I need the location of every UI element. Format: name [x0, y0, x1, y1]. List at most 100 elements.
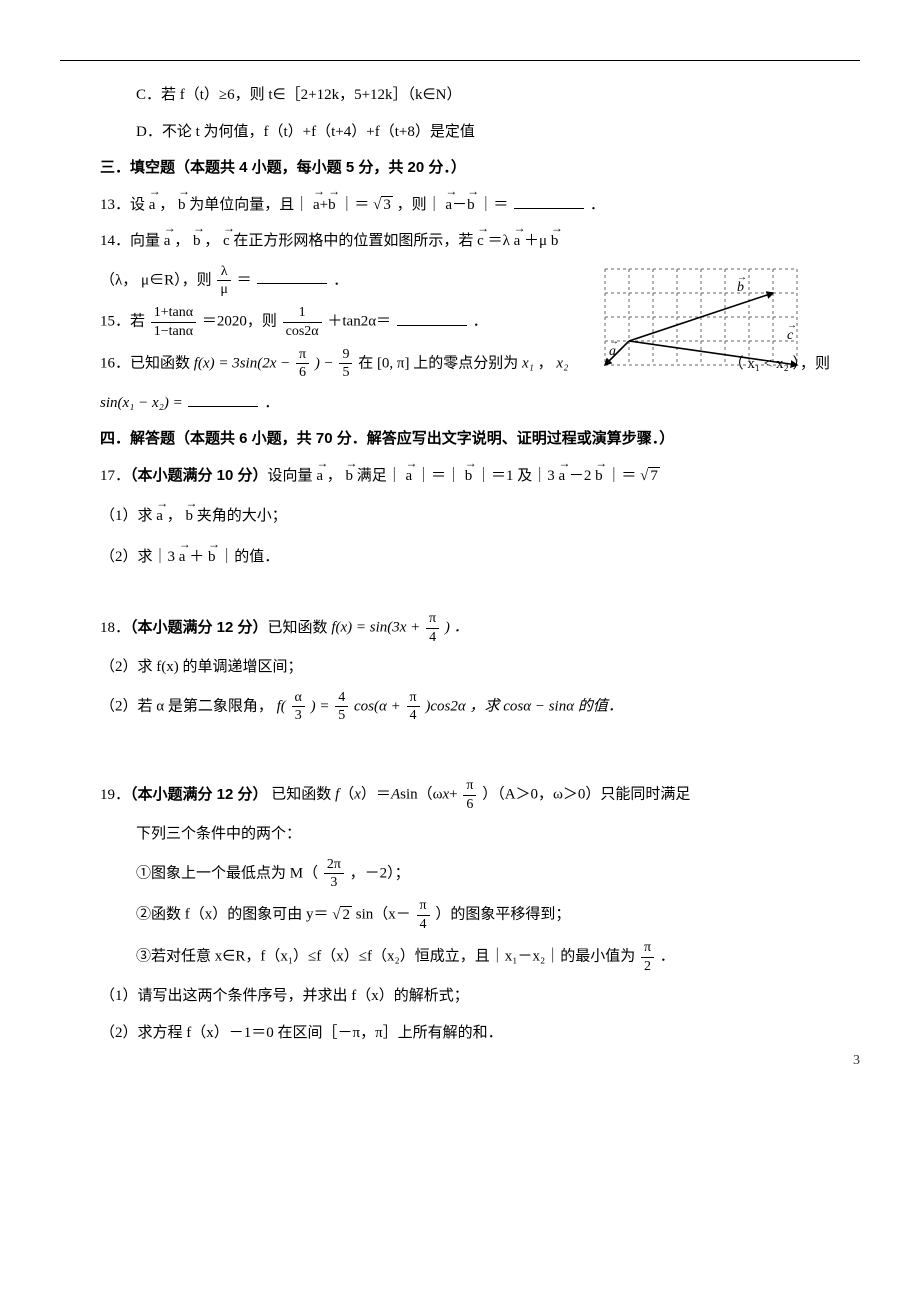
q19-c2-pre: ②函数 f（x）的图象可由 y＝ — [136, 907, 329, 923]
section-3-title: 三．填空题（本题共 4 小题，每小题 5 分，共 20 分．） — [100, 154, 830, 183]
frac-pi4: π 4 — [426, 611, 439, 645]
q19-c3-pre: ③若对任意 x∈R，f（x₁）≤f（x）≤f（x₂）恒成立，且｜x₁－x₂｜的最… — [136, 949, 635, 965]
frac-pi6: π 6 — [296, 347, 309, 381]
q17-sqrt7: 7 — [648, 467, 660, 484]
answer-blank — [397, 310, 467, 326]
q16-line2: sin(x₁ − x₂) = ． — [100, 389, 830, 418]
vec-a-icon: a — [445, 191, 452, 220]
q15-plus: ＋tan2α＝ — [327, 314, 391, 330]
q16-pi6n: π — [296, 347, 309, 364]
q17-head: 17．（本小题满分 10 分）设向量 — [100, 468, 313, 484]
q12-d-text: D．不论 t 为何值，f（t）+f（t+4）+f（t+8）是定值 — [136, 124, 475, 140]
q16-minus: ) − — [315, 355, 338, 371]
q18-pi4n2: π — [407, 690, 420, 707]
q14-m4: ＝λ — [488, 233, 510, 249]
q14-m5: ＋μ — [524, 233, 547, 249]
q17-p2: （2）求｜3 a ＋ b ｜的值． — [100, 543, 830, 572]
q16-95d: 5 — [339, 364, 352, 380]
q19: 19．（本小题满分 12 分） 19．（本小题满分 12 分）已知函数 f（x）… — [100, 778, 830, 812]
q18: 18．（本小题满分 12 分）已知函数 f(x) = sin(3x + π 4 … — [100, 611, 830, 645]
q15-eq1: ＝2020，则 — [202, 314, 277, 330]
sqrt-icon: 3 — [373, 191, 393, 220]
q12-option-c: C．若 f（t）≥6，则 t∈［2+12k，5+12k］（k∈N） — [100, 81, 830, 110]
vec-c-icon: c — [477, 227, 484, 256]
q19-pi4n: π — [417, 898, 430, 915]
q17-p2-pre: （2）求｜3 — [100, 549, 175, 565]
q19-p1-text: （1）请写出这两个条件序号，并求出 f（x）的解析式； — [100, 988, 469, 1004]
q13-m4: ，则｜ — [397, 197, 442, 213]
q18-pi4d2: 4 — [407, 707, 420, 723]
q19-p2-text: （2）求方程 f（x）－1＝0 在区间［－π，π］上所有解的和． — [100, 1025, 503, 1041]
q16-pre: 16．已知函数 — [100, 355, 194, 371]
vec-b-icon: b — [551, 227, 559, 256]
q16-sin: sin(x₁ − x₂) = — [100, 395, 186, 411]
section-4-title-text: 四．解答题（本题共 6 小题，共 70 分．解答应写出文字说明、证明过程或演算步… — [100, 430, 674, 447]
q17-m3: ｜＝｜ — [416, 468, 461, 484]
q19-pi2n: π — [641, 940, 654, 957]
q19-head-text: 已知函数 f（x）＝Asin（ωx+ — [271, 787, 457, 803]
q19-2pi3d: 3 — [324, 874, 344, 890]
vec-a-icon: a — [558, 462, 565, 491]
svg-text:→: → — [787, 320, 797, 331]
vec-b-icon: b — [465, 462, 473, 491]
vec-b-icon: b — [193, 227, 201, 256]
q13-m5: ｜＝ — [478, 197, 508, 213]
q19-pi6d: 6 — [463, 796, 476, 812]
frac-pi6: π 6 — [463, 778, 476, 812]
q19-c2: ②函数 f（x）的图象可由 y＝ 2 sin（x－ π 4 ）的图象平移得到； — [100, 898, 830, 932]
q19-pi2d: 2 — [641, 958, 654, 974]
vector-grid-figure: a→b→c→ — [597, 261, 805, 384]
q16-comma: ， — [538, 355, 557, 371]
q13-m1: ， — [159, 197, 174, 213]
q17: 17．（本小题满分 10 分）设向量 a ， b 满足｜ a ｜＝｜ b ｜＝1… — [100, 462, 830, 491]
vec-b-icon: b — [185, 502, 193, 531]
q15-f2d: cos2α — [283, 323, 322, 339]
q14-m3: 在正方形网格中的位置如图所示，若 — [233, 233, 477, 249]
q17-p1: （1）求 a ， b 夹角的大小； — [100, 502, 830, 531]
q19-c2-mid: sin（x－ — [356, 907, 411, 923]
q14-m1: ， — [174, 233, 189, 249]
q16-95n: 9 — [339, 347, 352, 364]
vec-b-icon: b — [467, 191, 475, 220]
q19-p1: （1）请写出这两个条件序号，并求出 f（x）的解析式； — [100, 982, 830, 1011]
frac-pi4: π 4 — [417, 898, 430, 932]
q18-tail: ) ． — [445, 620, 469, 636]
frac-pi4: π 4 — [407, 690, 420, 724]
q19-c3: ③若对任意 x∈R，f（x₁）≤f（x）≤f（x₂）恒成立，且｜x₁－x₂｜的最… — [100, 940, 830, 974]
q19-c1: ①图象上一个最低点为 M（ 2π 3 ，－2）； — [100, 857, 830, 891]
q17-p2-mid: ＋ — [189, 549, 204, 565]
q18-pi4d: 4 — [426, 629, 439, 645]
q16-fx: f(x) = 3sin(2x − — [194, 355, 294, 371]
q17-m5: －2 — [569, 468, 592, 484]
frac-pi2: π 2 — [641, 940, 654, 974]
frac-cos2a: 1 cos2α — [283, 305, 322, 339]
q13-end: ． — [590, 197, 605, 213]
q12-option-d: D．不论 t 为何值，f（t）+f（t+4）+f（t+8）是定值 — [100, 118, 830, 147]
vec-a-icon: a — [313, 191, 320, 220]
sqrt-icon: 7 — [640, 462, 660, 491]
q14: 14．向量 a ， b ， c 在正方形网格中的位置如图所示，若 c ＝λ a … — [100, 227, 830, 256]
q16-end: ． — [264, 395, 279, 411]
q18-45n: 4 — [335, 690, 348, 707]
q13: 13．设 a ， b 为单位向量，且｜ a+b ｜＝ 3 ，则｜ a－b ｜＝ … — [100, 191, 830, 220]
q18-pi4n: π — [426, 611, 439, 628]
vec-a-icon: a — [149, 191, 156, 220]
vec-a-icon: a — [156, 502, 163, 531]
q19-2pi3n: 2π — [324, 857, 344, 874]
q13-pre: 13．设 — [100, 197, 149, 213]
q18-p2-eq: ) = — [311, 698, 334, 714]
vec-b-icon: b — [178, 191, 186, 220]
q19-pi4d: 4 — [417, 916, 430, 932]
q16-pi6d: 6 — [296, 364, 309, 380]
vec-b-icon: b — [595, 462, 603, 491]
frac-tan: 1+tanα 1−tanα — [151, 305, 196, 339]
q14-m2: ， — [204, 233, 219, 249]
q18-head: 18．（本小题满分 12 分）已知函数 — [100, 620, 331, 636]
q19-sqrt2: 2 — [340, 906, 352, 923]
q19-pi6n: π — [463, 778, 476, 795]
q13-m2: 为单位向量，且｜ — [189, 197, 309, 213]
vec-a-icon: a — [179, 543, 186, 572]
q14-end: ． — [333, 272, 348, 288]
svg-text:→: → — [737, 272, 747, 283]
vec-a-icon: a — [164, 227, 171, 256]
